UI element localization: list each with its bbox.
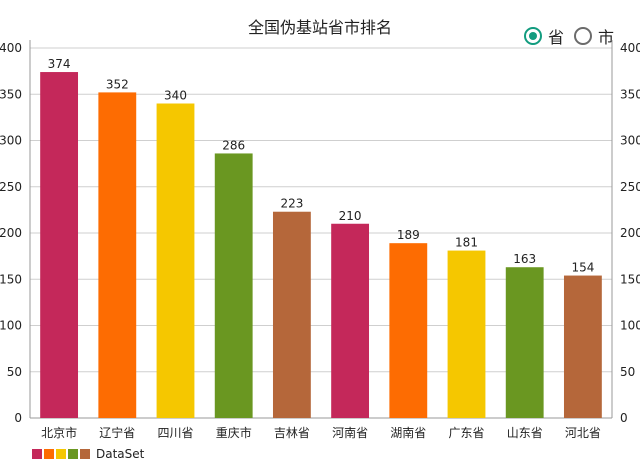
bar-value-label: 154 (571, 261, 594, 275)
legend-swatch (80, 449, 90, 459)
legend-label: DataSet (96, 447, 145, 461)
y-tick-label-right: 300 (620, 134, 640, 148)
radio-province-label: 省 (548, 28, 565, 47)
y-tick-label-left: 350 (0, 87, 22, 101)
bar (447, 250, 486, 418)
bar-value-label: 352 (106, 77, 129, 91)
y-tick-label-left: 150 (0, 272, 22, 286)
y-tick-label-left: 50 (7, 365, 22, 379)
y-tick-label-right: 400 (620, 41, 640, 55)
y-tick-label-left: 400 (0, 41, 22, 55)
legend: DataSet (32, 447, 144, 461)
bar (331, 223, 370, 418)
radio-province[interactable]: 省 (524, 24, 564, 48)
bar (505, 267, 544, 418)
y-tick-label-right: 100 (620, 319, 640, 333)
y-tick-label-right: 50 (620, 365, 635, 379)
x-tick-label: 四川省 (157, 426, 193, 440)
x-tick-label: 河北省 (565, 426, 601, 440)
y-tick-label-right: 0 (620, 411, 628, 425)
y-tick-label-left: 300 (0, 134, 22, 148)
radio-province-indicator[interactable] (524, 27, 542, 45)
y-tick-label-left: 0 (14, 411, 22, 425)
legend-swatch (68, 449, 78, 459)
bar-value-label: 189 (397, 228, 420, 242)
x-tick-label: 河南省 (332, 425, 368, 440)
y-tick-label-left: 200 (0, 226, 22, 240)
bar-value-label: 223 (280, 197, 303, 211)
legend-swatch (56, 449, 66, 459)
x-tick-label: 辽宁省 (99, 425, 135, 440)
bar-value-label: 286 (222, 138, 245, 152)
radio-city[interactable]: 市 (574, 24, 614, 48)
region-toggle: 省 市 (524, 24, 624, 48)
x-tick-label: 广东省 (448, 426, 484, 440)
bar (40, 72, 79, 419)
radio-city-label: 市 (598, 28, 615, 47)
bar-value-label: 374 (48, 57, 71, 71)
bar-value-label: 163 (513, 252, 536, 266)
x-tick-label: 吉林省 (274, 426, 310, 440)
bar (563, 275, 602, 418)
bar-value-label: 210 (339, 209, 362, 223)
bar (214, 153, 253, 418)
x-tick-label: 山东省 (507, 426, 543, 440)
y-tick-label-right: 200 (620, 226, 640, 240)
y-tick-label-left: 100 (0, 319, 22, 333)
bar (156, 103, 195, 418)
legend-swatch (32, 449, 42, 459)
y-tick-label-right: 150 (620, 272, 640, 286)
radio-city-indicator[interactable] (574, 27, 593, 45)
legend-swatch (44, 449, 54, 459)
bar (98, 92, 137, 419)
x-tick-label: 湖南省 (390, 425, 426, 440)
x-tick-label: 重庆市 (216, 425, 252, 440)
x-tick-label: 北京市 (41, 425, 77, 440)
y-tick-label-right: 250 (620, 180, 640, 194)
bar (389, 243, 428, 418)
bar-value-label: 340 (164, 89, 187, 103)
bar (272, 211, 311, 418)
y-tick-label-right: 350 (620, 87, 640, 101)
bar-value-label: 181 (455, 236, 478, 250)
chart-title: 全国伪基站省市排名 (247, 18, 392, 37)
y-tick-label-left: 250 (0, 180, 22, 194)
